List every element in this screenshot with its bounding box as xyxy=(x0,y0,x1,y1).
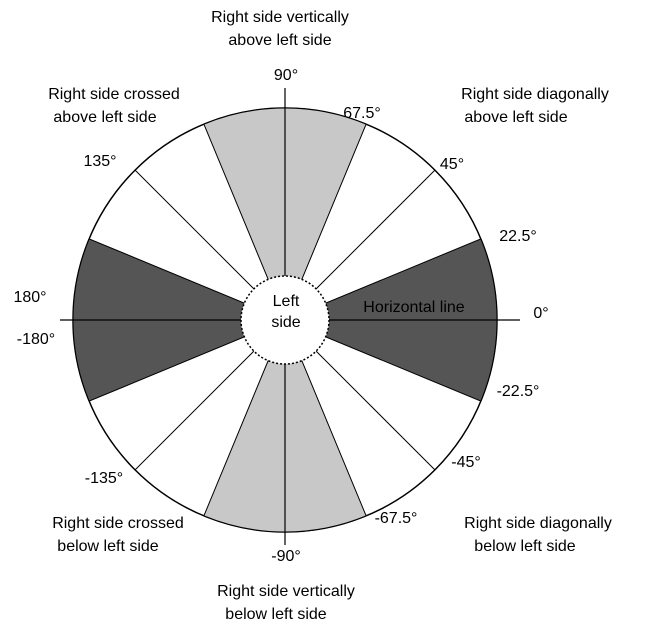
region-label: below left side xyxy=(225,606,326,623)
center-label: side xyxy=(271,314,300,331)
angle-label: 0° xyxy=(533,305,548,322)
region-label: Right side diagonally xyxy=(461,86,609,103)
divider xyxy=(134,169,255,290)
dial xyxy=(60,88,520,545)
angle-label: 22.5° xyxy=(499,228,537,245)
region-label: Right side vertically xyxy=(211,9,349,26)
region-label: below left side xyxy=(474,538,575,555)
region-label: above left side xyxy=(53,109,156,126)
region-label: Right side crossed xyxy=(48,86,180,103)
angle-label: 135° xyxy=(83,153,116,170)
angle-label: 180° xyxy=(13,289,46,306)
angle-label: 67.5° xyxy=(343,105,381,122)
region-label: Right side diagonally xyxy=(464,515,612,532)
divider xyxy=(315,169,436,290)
center-label: Left xyxy=(273,293,300,310)
angle-label: -180° xyxy=(17,331,55,348)
divider xyxy=(315,350,436,471)
center-circle xyxy=(240,275,330,365)
region-label: below left side xyxy=(57,538,158,555)
angle-label: 45° xyxy=(440,156,464,173)
angle-label: 90° xyxy=(274,67,298,84)
region-label: above left side xyxy=(464,109,567,126)
region-label: Right side vertically xyxy=(217,583,355,600)
divider xyxy=(134,350,255,471)
angle-label: -22.5° xyxy=(497,383,540,400)
axis-label: Horizontal line xyxy=(363,299,464,316)
labels: Left side Horizontal line 90° 67.5° 45° … xyxy=(13,9,611,623)
region-label: Right side crossed xyxy=(52,515,184,532)
angle-label: -45° xyxy=(451,454,481,471)
region-label: above left side xyxy=(228,32,331,49)
angle-label: -135° xyxy=(85,470,123,487)
angle-label: -67.5° xyxy=(375,510,418,527)
angle-label: -90° xyxy=(271,548,301,565)
